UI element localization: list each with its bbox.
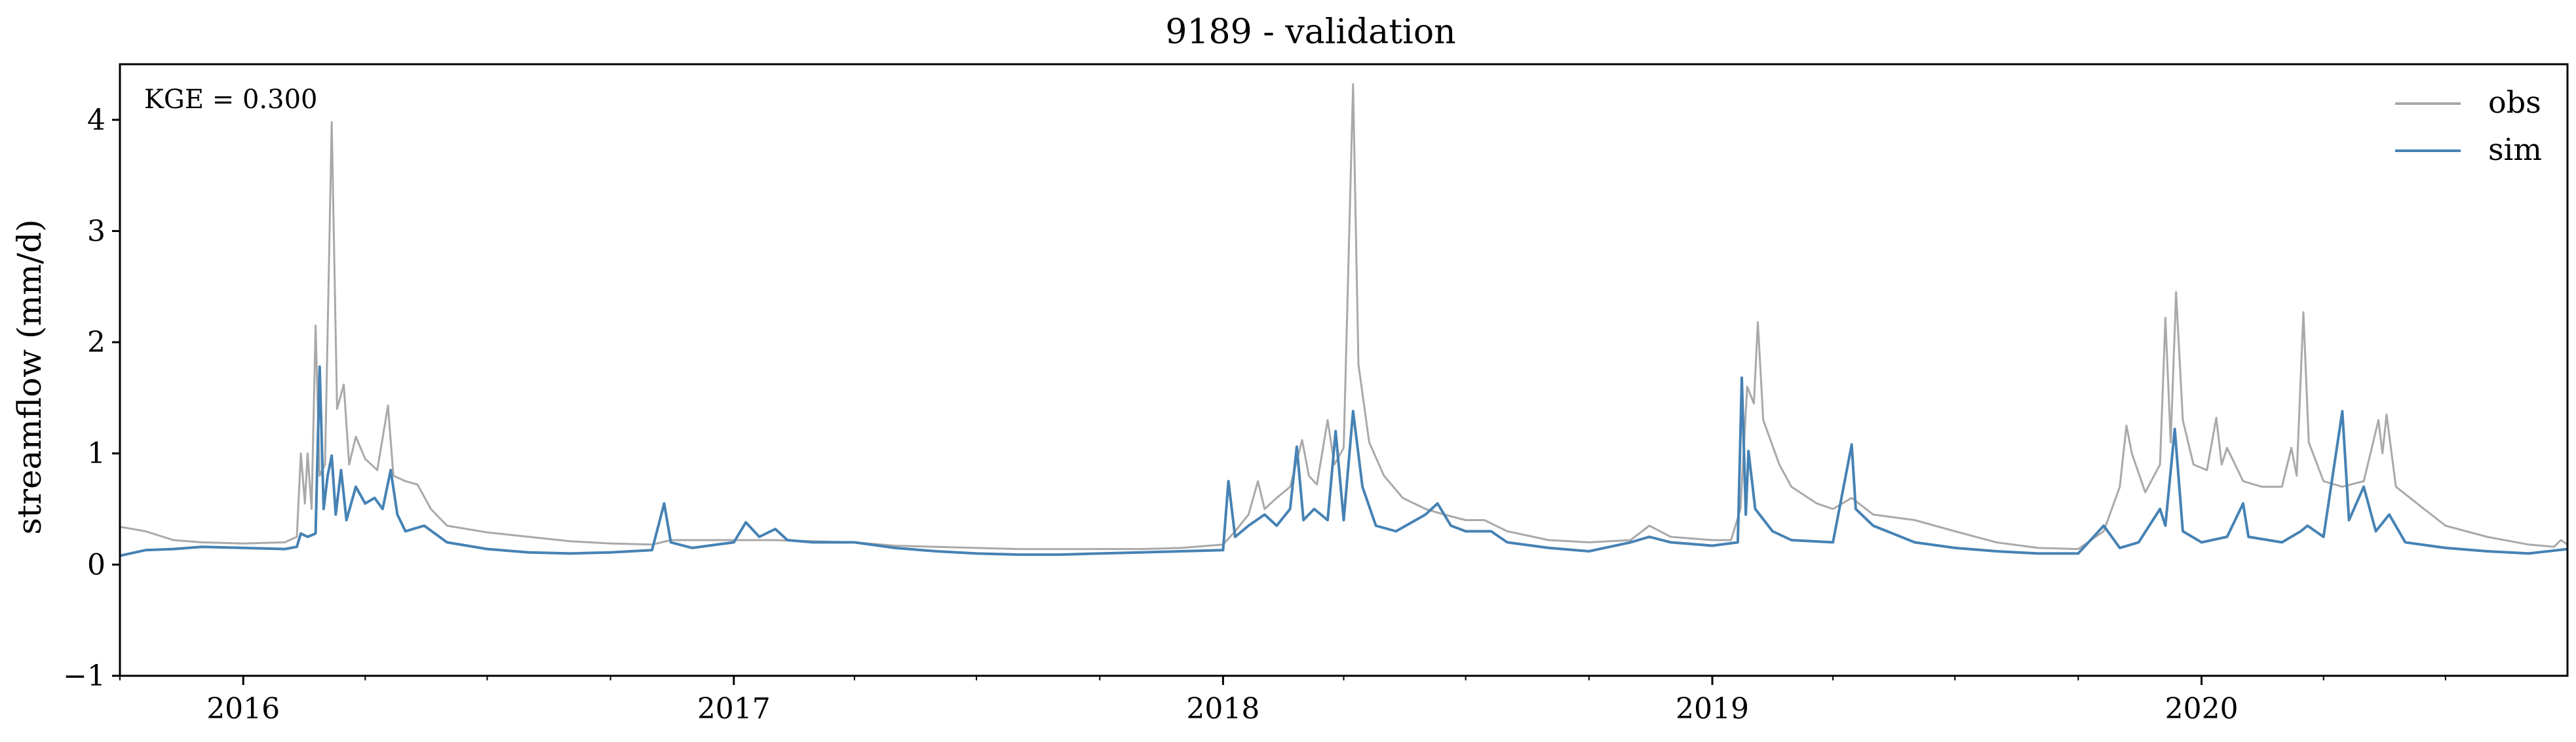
plot-frame (119, 63, 2569, 677)
series-line-obs (119, 83, 2568, 551)
y-tick-label: 2 (87, 326, 106, 359)
legend-obs-label: obs (2488, 85, 2541, 120)
y-tick-label: 4 (87, 104, 106, 137)
x-tick-label: 2016 (206, 692, 280, 726)
chart-title: 9189 - validation (1165, 12, 1455, 52)
plot-area: −1 0 1 2 3 4 2016 2017 2018 2019 2020 (63, 83, 2568, 726)
y-tick-label: −1 (63, 659, 106, 693)
y-axis-label: streamflow (mm/d) (10, 219, 48, 534)
kge-annotation: KGE = 0.300 (144, 85, 318, 115)
legend-sim-label: sim (2488, 132, 2542, 167)
y-tick-label: 1 (87, 437, 106, 471)
x-tick-label: 2020 (2165, 692, 2239, 726)
legend: obs sim (2395, 85, 2542, 167)
x-tick-label: 2017 (697, 692, 771, 726)
x-tick-label: 2019 (1676, 692, 1749, 726)
y-tick-label: 3 (87, 214, 106, 248)
series-line-sim (119, 365, 2568, 557)
y-tick-label: 0 (87, 548, 106, 581)
x-tick-label: 2018 (1186, 692, 1259, 726)
